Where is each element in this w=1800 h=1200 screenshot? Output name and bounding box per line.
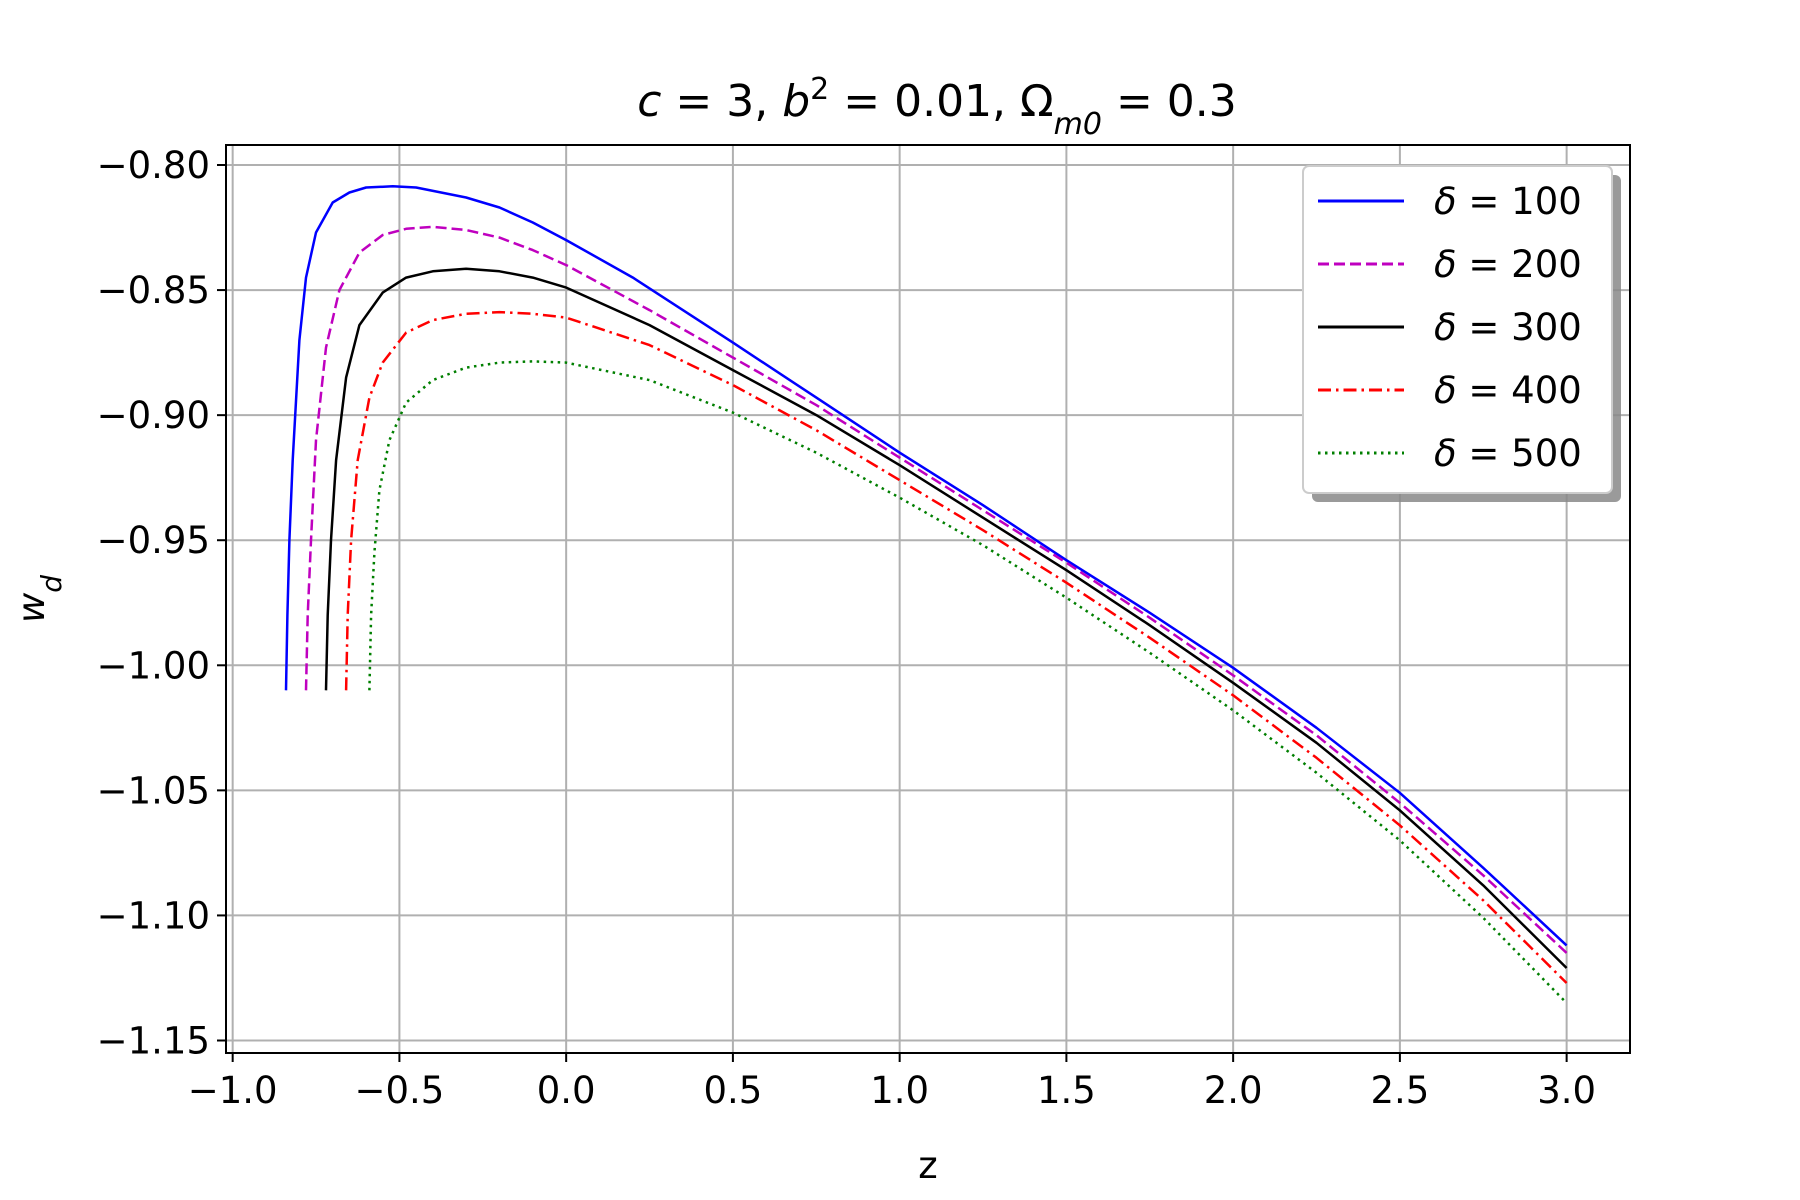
series-line-4 xyxy=(344,310,1568,984)
x-tick-label: −1.0 xyxy=(188,1069,278,1112)
legend-label-2: δ = 200 xyxy=(1434,243,1582,286)
legend-label-5: δ = 500 xyxy=(1434,432,1582,475)
y-tick-label: −0.90 xyxy=(97,394,210,437)
y-axis-ticks: −0.80 −0.85 −0.90 −0.95 −1.00 −1.05 −1.10 −1.15 xyxy=(97,144,226,1062)
legend-items: δ = 100 δ = 200 δ = 300 δ = 400 δ = 500 xyxy=(1318,180,1582,475)
series-line-1 xyxy=(284,185,1568,947)
x-axis-label: z xyxy=(918,1144,937,1187)
x-tick-label: 0.0 xyxy=(537,1069,596,1112)
x-tick-label: 1.0 xyxy=(870,1069,929,1112)
chart-title: c = 3, b2 = 0.01, Ωm0 = 0.3 xyxy=(637,72,1237,142)
x-tick-label: 3.0 xyxy=(1537,1069,1596,1112)
y-tick-label: −1.05 xyxy=(97,769,210,812)
x-tick-label: 0.5 xyxy=(703,1069,762,1112)
x-tick-label: 2.0 xyxy=(1204,1069,1263,1112)
legend-box xyxy=(1302,165,1613,494)
y-tick-label: −1.15 xyxy=(97,1019,210,1062)
y-tick-label: −1.10 xyxy=(97,894,210,937)
x-grid xyxy=(231,145,1568,1053)
plot-frame xyxy=(225,144,1631,1054)
legend-label-1: δ = 100 xyxy=(1434,180,1582,223)
series-line-2 xyxy=(304,225,1568,954)
y-tick-label: −0.95 xyxy=(97,519,210,562)
y-tick-label: −0.80 xyxy=(97,144,210,187)
x-axis-ticks: −1.0 −0.5 0.0 0.5 1.0 1.5 2.0 2.5 3.0 xyxy=(188,1053,1596,1112)
legend-label-3: δ = 300 xyxy=(1434,306,1582,349)
series-line-3 xyxy=(324,267,1568,969)
series-group xyxy=(284,185,1568,1004)
y-tick-label: −1.00 xyxy=(97,644,210,687)
legend: δ = 100 δ = 200 δ = 300 δ = 400 δ = 500 xyxy=(1302,165,1621,502)
x-tick-label: 2.5 xyxy=(1370,1069,1429,1112)
x-tick-label: −0.5 xyxy=(354,1069,444,1112)
legend-label-4: δ = 400 xyxy=(1434,369,1582,412)
y-axis-label: wd xyxy=(10,575,68,623)
x-tick-label: 1.5 xyxy=(1037,1069,1096,1112)
y-tick-label: −0.85 xyxy=(97,269,210,312)
